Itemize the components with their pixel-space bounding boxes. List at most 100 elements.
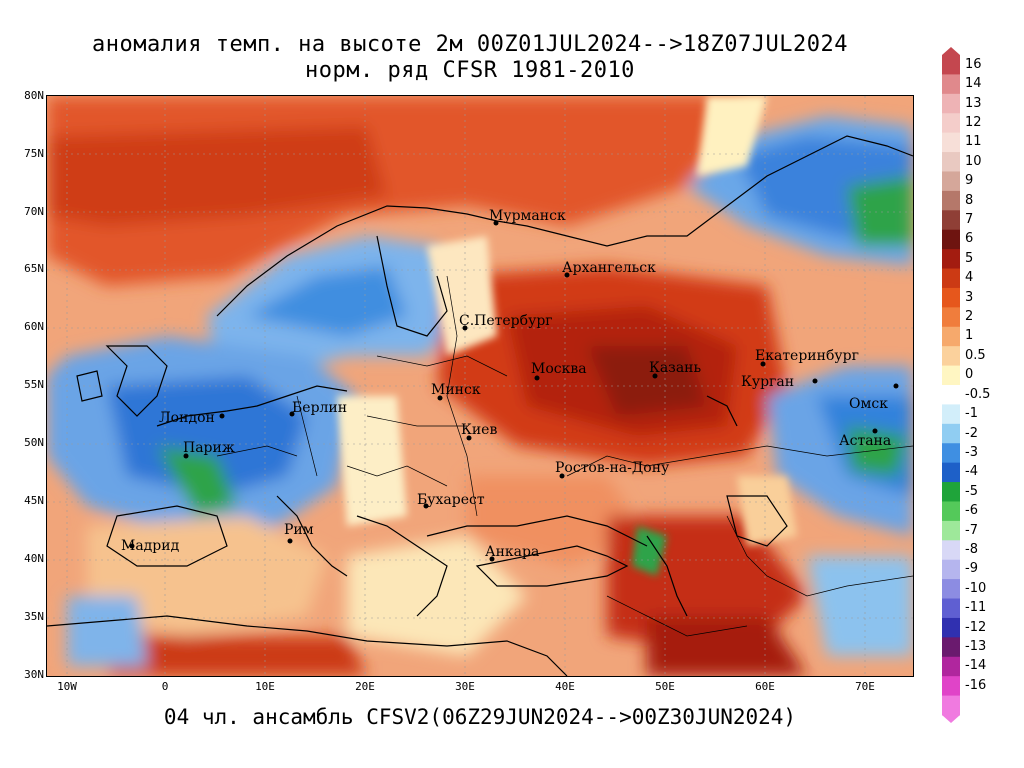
city-label-kazan: Казань	[649, 360, 701, 376]
colorbar-level-label: -13	[965, 639, 987, 655]
lat-label: 60N	[24, 320, 44, 333]
colorbar-top-arrow	[942, 47, 960, 55]
city-marker-ankara	[489, 556, 495, 562]
colorbar-swatch	[942, 307, 960, 328]
lon-label: 50E	[655, 680, 675, 693]
anomaly-field-detail	[337, 96, 797, 576]
colorbar-swatch	[942, 346, 960, 367]
colorbar-level-label: 3	[965, 289, 974, 305]
colorbar-swatch	[942, 462, 960, 483]
city-marker-kazan	[652, 373, 658, 379]
lat-label: 65N	[24, 262, 44, 275]
city-marker-murmansk	[493, 220, 499, 226]
city-label-berlin: Берлин	[292, 400, 347, 416]
colorbar-level-label: 8	[965, 192, 974, 208]
colorbar-level-label: 14	[965, 76, 982, 92]
city-marker-kurgan	[812, 378, 818, 384]
city-label-rome: Рим	[284, 522, 314, 538]
colorbar-level-label: 16	[965, 56, 982, 72]
colorbar-level-label: 6	[965, 231, 974, 247]
colorbar-level-label: -3	[965, 444, 978, 460]
colorbar-swatch	[942, 287, 960, 308]
colorbar-swatch	[942, 113, 960, 134]
city-label-minsk: Минск	[431, 382, 481, 398]
lon-label: 0	[161, 680, 169, 693]
colorbar-swatch	[942, 598, 960, 619]
city-label-paris: Париж	[183, 440, 235, 456]
city-marker-madrid	[129, 543, 135, 549]
colorbar-swatch	[942, 190, 960, 211]
colorbar-level-label: -7	[965, 522, 978, 538]
colorbar-level-label: 4	[965, 270, 974, 286]
map-subtitle: норм. ряд CFSR 1981-2010	[305, 58, 635, 83]
colorbar-level-label: 0	[965, 367, 974, 383]
lon-label: 10E	[255, 680, 275, 693]
city-marker-kyiv	[466, 435, 472, 441]
map-gridlines	[47, 96, 913, 676]
city-marker-st-petersburg	[462, 325, 468, 331]
colorbar-swatch	[942, 171, 960, 192]
city-marker-yekaterinburg	[760, 361, 766, 367]
city-marker-arkhangelsk	[564, 272, 570, 278]
colorbar-swatch	[942, 443, 960, 464]
city-markers	[129, 220, 899, 562]
colorbar-level-label: -10	[965, 580, 987, 596]
colorbar-swatch	[942, 229, 960, 250]
colorbar-swatch	[942, 540, 960, 561]
city-label-kurgan: Курган	[741, 374, 794, 390]
anomaly-field	[47, 96, 913, 676]
anomaly-map-svg: Мурманск Архангельск С.Петербург Москва …	[47, 96, 913, 676]
colorbar-level-label: -1	[965, 406, 978, 422]
lat-label: 50N	[24, 436, 44, 449]
lon-label: 20E	[355, 680, 375, 693]
colorbar-level-label: 12	[965, 114, 982, 130]
city-label-arkhangelsk: Архангельск	[562, 260, 656, 276]
colorbar-level-label: 9	[965, 173, 974, 189]
colorbar-level-label: -5	[965, 483, 978, 499]
colorbar-swatch	[942, 74, 960, 95]
city-label-yekaterinburg: Екатеринбург	[755, 348, 859, 364]
colorbar-swatch	[942, 326, 960, 347]
colorbar-level-label: -8	[965, 542, 978, 557]
colorbar-level-label: -14	[965, 658, 987, 674]
city-label-madrid: Мадрид	[121, 538, 180, 554]
colorbar-level-label: 10	[965, 153, 982, 169]
city-marker-bucharest	[423, 503, 429, 509]
city-labels: Мурманск Архангельск С.Петербург Москва …	[121, 208, 891, 560]
city-label-murmansk: Мурманск	[489, 208, 566, 224]
lat-label: 80N	[24, 89, 44, 102]
colorbar-level-label: -12	[965, 619, 987, 635]
colorbar-swatch	[942, 55, 960, 75]
city-marker-rome	[287, 538, 293, 544]
colorbar-level-label: 7	[965, 212, 974, 227]
city-label-london: Лондон	[159, 410, 215, 426]
ensemble-caption: 04 чл. ансамбль CFSV2(06Z29JUN2024-->00Z…	[163, 705, 797, 729]
city-marker-omsk	[893, 383, 899, 389]
colorbar-swatch	[942, 637, 960, 658]
colorbar-swatch	[942, 579, 960, 600]
colorbar-level-label: -4	[965, 464, 978, 480]
colorbar-level-label: -0.5	[965, 386, 991, 402]
colorbar-swatch	[942, 385, 960, 405]
colorbar-swatch	[942, 268, 960, 289]
colorbar-swatch	[942, 152, 960, 172]
lon-label: 30E	[455, 680, 475, 693]
city-marker-astana	[872, 428, 878, 434]
city-label-moscow: Москва	[531, 361, 587, 377]
city-label-rostov-on-don: Ростов-на-Дону	[555, 460, 670, 476]
colorbar-level-label: 5	[965, 250, 974, 266]
lat-label: 30N	[24, 668, 44, 681]
map-title: аномалия темп. на высоте 2м 00Z01JUL2024…	[92, 32, 848, 57]
colorbar-level-label: -16	[965, 677, 987, 693]
colorbar-level-label: 1	[965, 328, 974, 344]
colorbar-swatch	[942, 695, 960, 716]
colorbar-level-label: -2	[965, 425, 978, 441]
lon-label: 60E	[755, 680, 775, 693]
colorbar-swatch	[942, 676, 960, 697]
coastlines	[47, 135, 913, 676]
city-marker-berlin	[289, 411, 295, 417]
lat-label: 75N	[24, 147, 44, 160]
city-label-omsk: Омск	[849, 396, 888, 412]
city-marker-minsk	[437, 395, 443, 401]
colorbar	[942, 47, 960, 723]
